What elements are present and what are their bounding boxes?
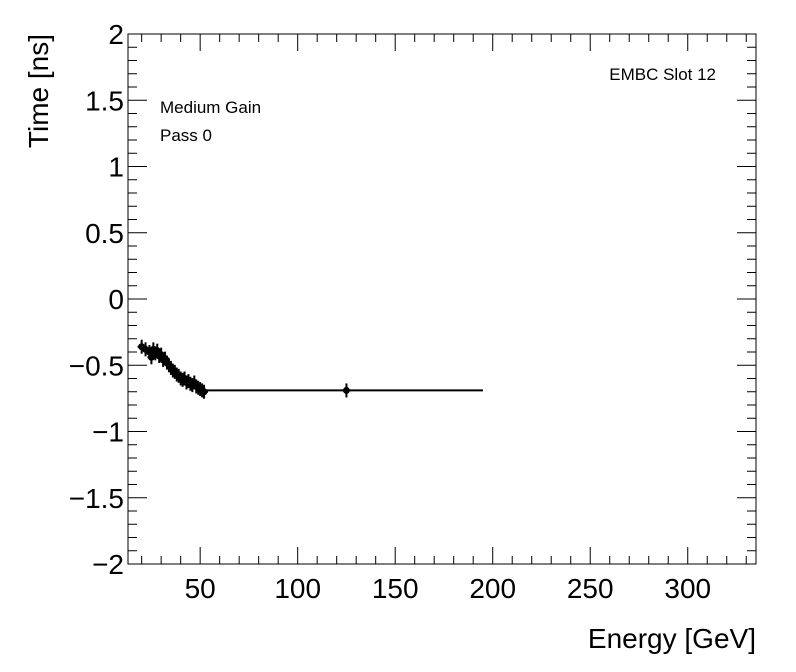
- y-tick-label: 1.5: [85, 85, 124, 116]
- x-tick-label: 150: [372, 573, 419, 604]
- y-tick-labels: −2 −1.5 −1 −0.5 0 0.5 1 1.5 2: [69, 19, 124, 580]
- data-point: [342, 383, 351, 398]
- gain-label: Medium Gain: [160, 98, 261, 117]
- x-tick-label: 300: [664, 573, 711, 604]
- x-tick-label: 250: [567, 573, 614, 604]
- x-axis-title: Energy [GeV]: [588, 623, 756, 654]
- y-axis-title: Time [ns]: [23, 34, 54, 148]
- slot-label: EMBC Slot 12: [609, 65, 716, 84]
- x-tick-label: 100: [274, 573, 321, 604]
- x-tick-label: 50: [185, 573, 216, 604]
- axis-ticks: [128, 33, 756, 565]
- y-tick-label: −1: [92, 417, 124, 448]
- y-tick-label: 0: [108, 284, 124, 315]
- y-tick-label: −0.5: [69, 350, 124, 381]
- data-point: [200, 384, 209, 399]
- y-tick-label: 1: [108, 152, 124, 183]
- y-tick-label: 0.5: [85, 218, 124, 249]
- y-tick-label: 2: [108, 19, 124, 50]
- x-tick-labels: 50 100 150 200 250 300: [185, 573, 712, 604]
- pass-label: Pass 0: [160, 126, 212, 145]
- data-points: [137, 339, 351, 399]
- x-tick-label: 200: [469, 573, 516, 604]
- y-tick-label: −2: [92, 549, 124, 580]
- y-tick-label: −1.5: [69, 483, 124, 514]
